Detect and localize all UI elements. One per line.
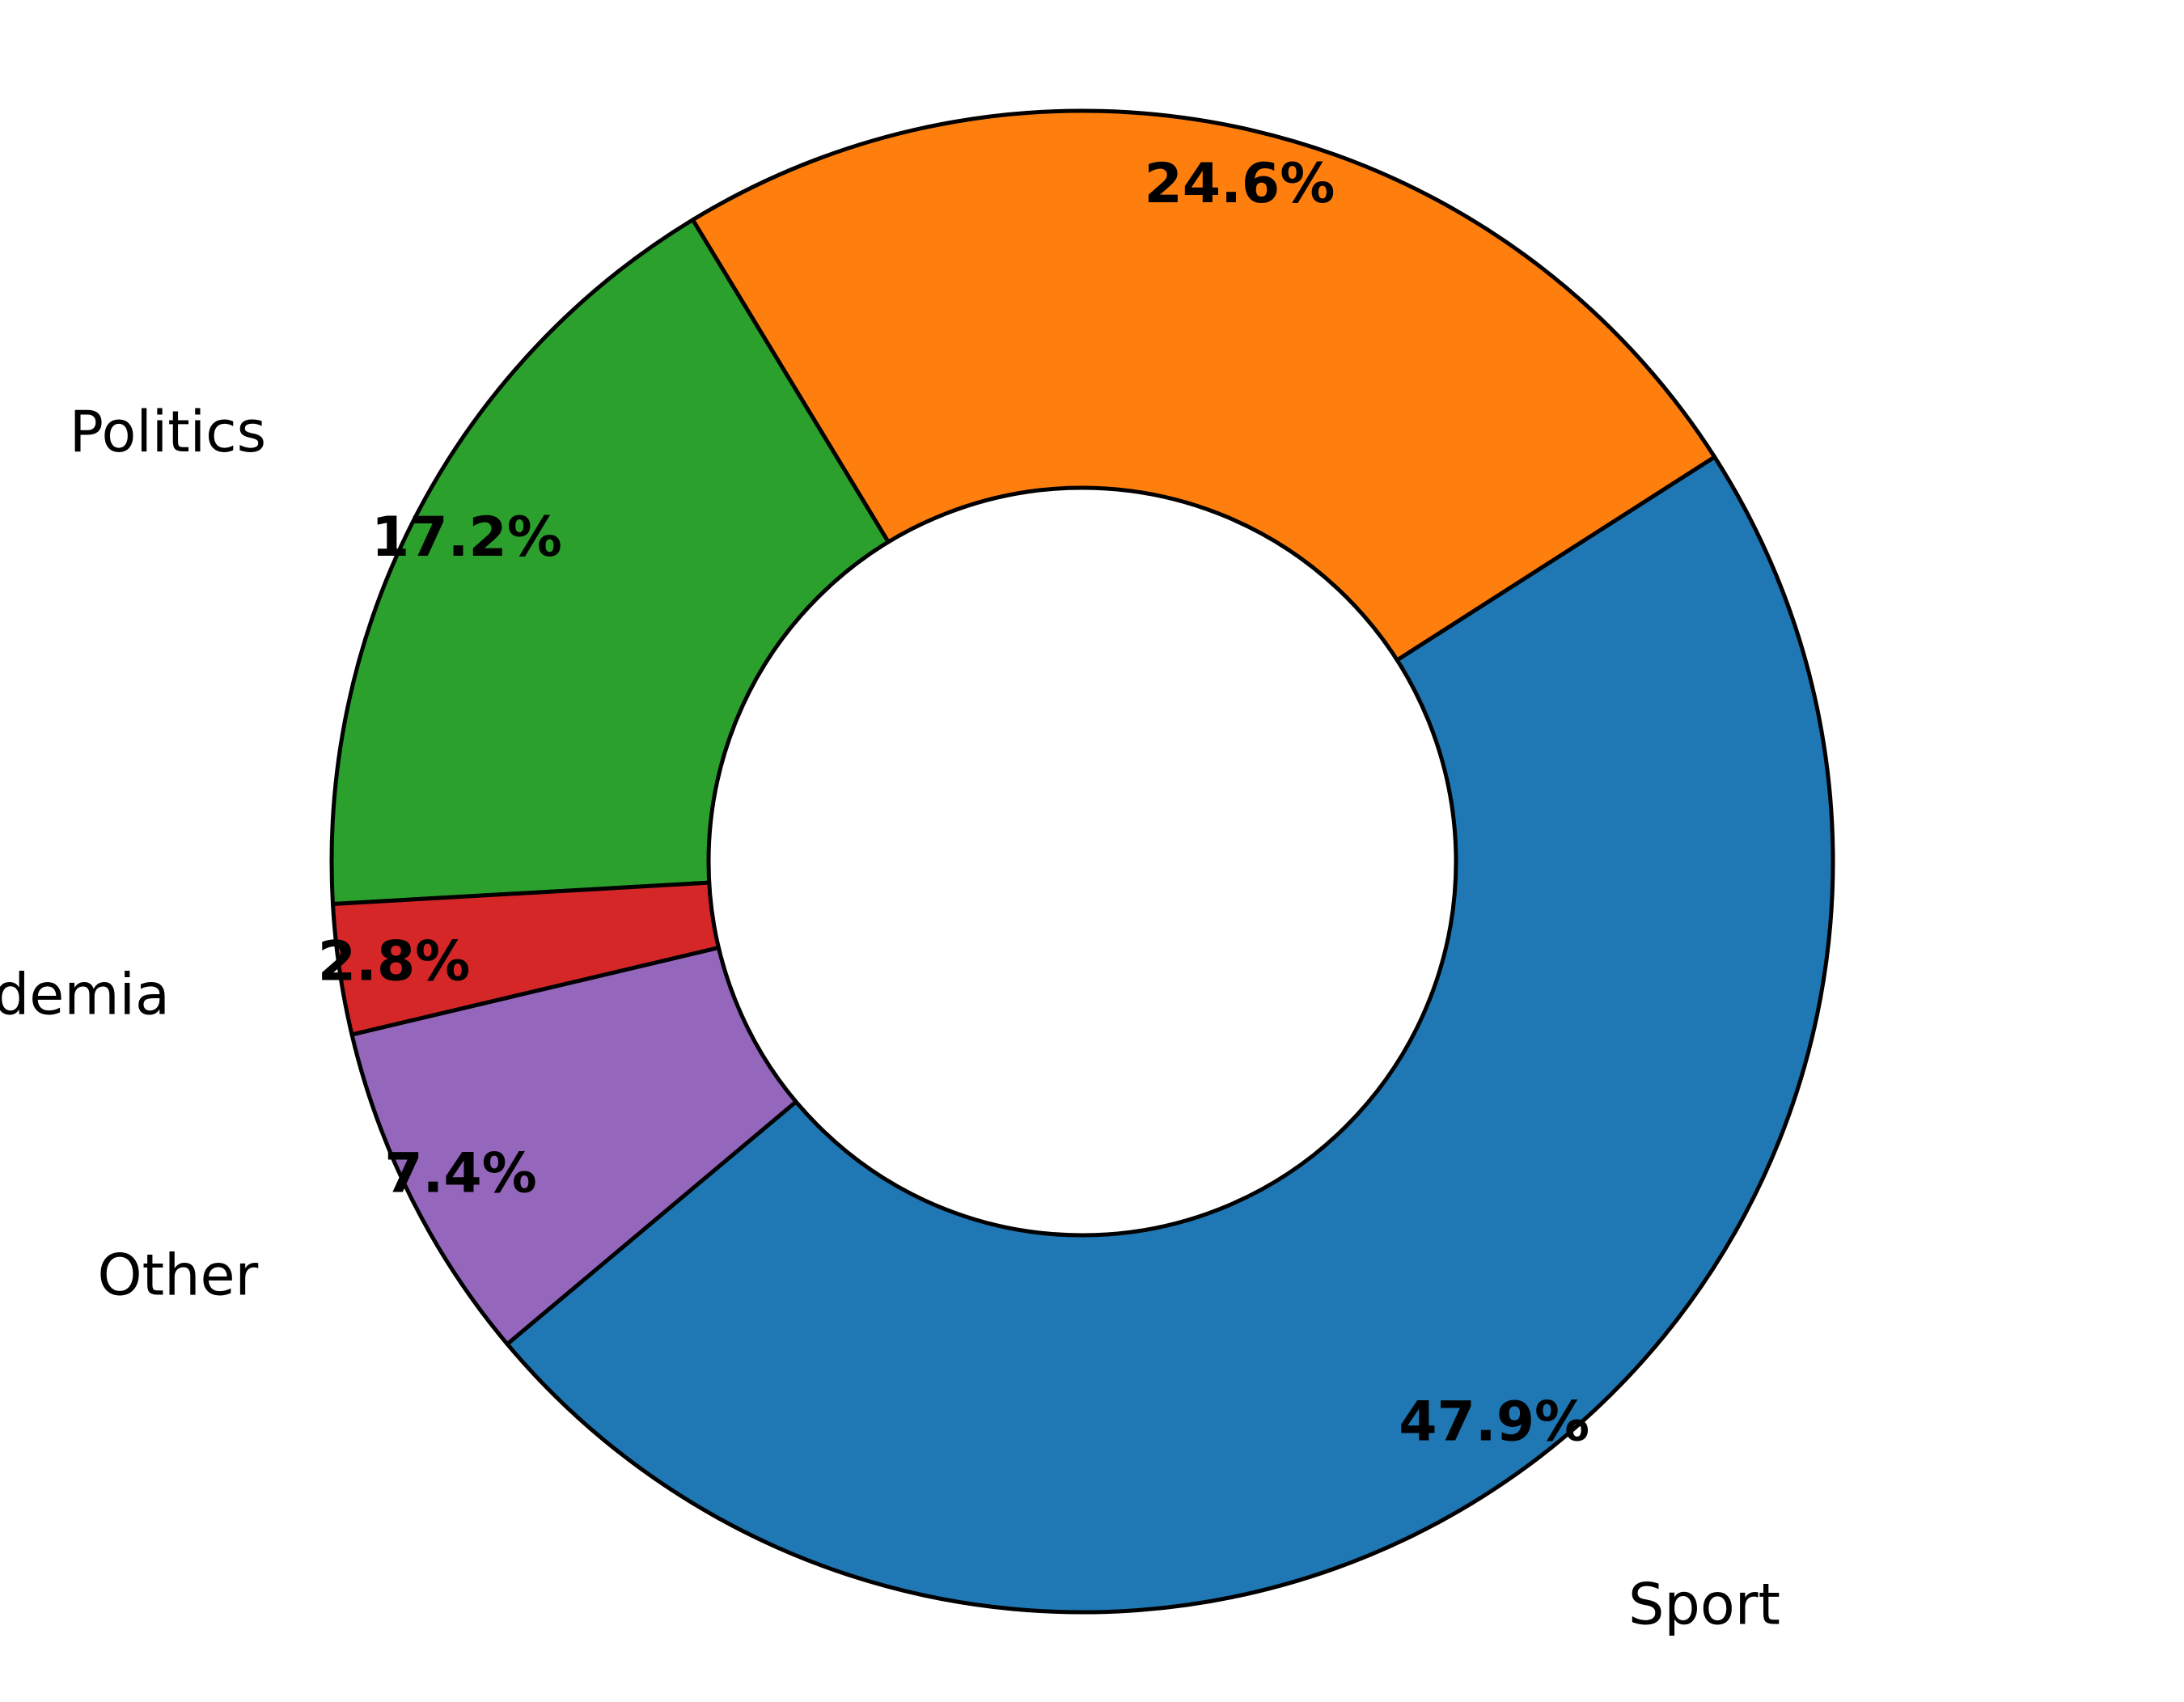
category-label-other: Other	[98, 1243, 259, 1309]
value-label-other: 7.4%	[384, 1142, 537, 1206]
category-label-politics: Politics	[70, 399, 266, 465]
value-label-sport: 47.9%	[1399, 1391, 1589, 1454]
labels-layer: Sport47.9%Culture24.6%Politics17.2%Acade…	[0, 152, 1780, 1638]
category-label-academia: Academia	[0, 961, 170, 1027]
donut-hole	[706, 485, 1458, 1238]
value-label-academia: 2.8%	[318, 930, 471, 994]
slice-culture	[690, 108, 1717, 864]
category-label-sport: Sport	[1628, 1572, 1780, 1638]
value-label-politics: 17.2%	[371, 506, 562, 569]
value-label-culture: 24.6%	[1144, 152, 1335, 216]
